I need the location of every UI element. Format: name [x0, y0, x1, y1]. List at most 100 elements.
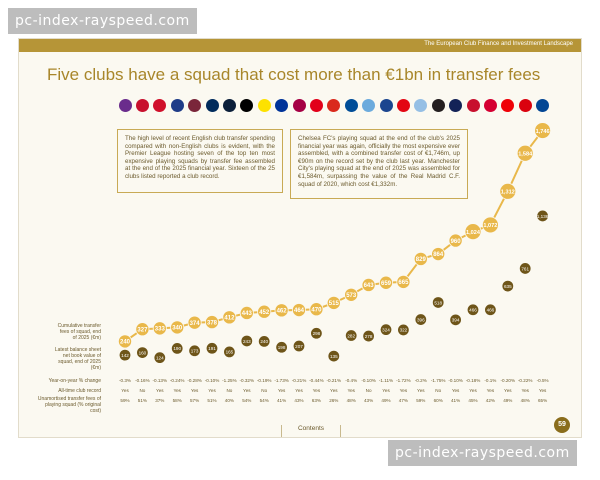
row-cell-yoy-change: -0.3%: [119, 378, 131, 383]
row-cell-all-time-record: No: [261, 388, 267, 393]
row-label-record: All-time club record: [58, 388, 101, 394]
data-label-cumulative: 643: [364, 283, 375, 289]
row-cell-yoy-change: -0.32%: [240, 378, 255, 383]
header-title: The European Club Finance and Investment…: [424, 41, 573, 47]
row-cell-yoy-change: -0.5%: [537, 378, 549, 383]
point-cumulative: [135, 322, 150, 337]
data-label-cumulative: 412: [224, 316, 235, 322]
club-badge-icon: [222, 99, 236, 112]
row-cell-all-time-record: No: [226, 388, 232, 393]
data-label-book-value: 165: [226, 350, 234, 355]
data-label-cumulative: 470: [311, 307, 322, 313]
club-badge-icon: [414, 99, 428, 112]
club-badge-icon: [292, 99, 306, 112]
point-cumulative: [464, 223, 482, 241]
point-book-value: [415, 314, 427, 325]
point-book-value: [276, 341, 287, 353]
data-label-cumulative: 1,024: [466, 230, 481, 236]
row-cell-all-time-record: Yes: [417, 388, 425, 393]
data-label-book-value: 190: [173, 346, 181, 351]
row-cell-yoy-change: -0.2%: [415, 378, 427, 383]
data-label-cumulative: 333: [155, 327, 166, 333]
row-cell-all-time-record: Yes: [539, 388, 547, 393]
row-cell-yoy-change: -0.44%: [309, 378, 324, 383]
point-cumulative: [431, 247, 446, 262]
data-label-cumulative: 573: [346, 293, 357, 299]
row-cell-unamortised-pct: 51%: [207, 398, 216, 403]
row-cell-all-time-record: Yes: [487, 388, 495, 393]
data-label-cumulative: 240: [120, 340, 131, 346]
row-cell-all-time-record: Yes: [330, 388, 338, 393]
club-badge-icon: [483, 99, 497, 112]
point-book-value: [485, 304, 496, 316]
point-book-value: [380, 324, 392, 336]
point-book-value: [189, 345, 201, 357]
row-cell-yoy-change: -0.10%: [205, 378, 220, 383]
point-book-value: [363, 330, 374, 342]
point-book-value: [258, 336, 270, 347]
row-cell-all-time-record: Yes: [469, 388, 477, 393]
point-book-value: [345, 330, 357, 341]
data-label-book-value: 243: [243, 339, 251, 344]
row-cell-unamortised-pct: 48%: [521, 398, 530, 403]
data-label-cumulative: 659: [381, 281, 392, 287]
note-right: Chelsea FC's playing squad at the end of…: [290, 129, 468, 199]
data-label-cumulative: 1,312: [501, 190, 515, 196]
point-cumulative: [396, 274, 411, 289]
point-cumulative: [481, 216, 499, 234]
club-badge-icon: [501, 99, 515, 112]
row-cell-unamortised-pct: 41%: [451, 398, 460, 403]
row-cell-unamortised-pct: 43%: [364, 398, 373, 403]
point-cumulative: [204, 315, 219, 330]
row-cell-all-time-record: Yes: [191, 388, 199, 393]
row-cell-yoy-change: -1.72%: [396, 378, 411, 383]
row-label-book-value: Latest balance sheet net book value of squ…: [55, 347, 102, 371]
row-cell-all-time-record: Yes: [400, 388, 408, 393]
data-label-cumulative: 665: [398, 280, 409, 286]
row-cell-yoy-change: -0.16%: [135, 378, 150, 383]
club-badge-icon: [257, 99, 271, 112]
club-badge-icon: [309, 99, 323, 112]
point-book-value: [171, 343, 183, 354]
row-cell-unamortised-pct: 41%: [277, 398, 286, 403]
row-cell-yoy-change: -0.24%: [170, 378, 185, 383]
data-label-book-value: 191: [208, 346, 216, 351]
row-cell-yoy-change: -0.22%: [518, 378, 533, 383]
data-label-book-value: 1,136: [537, 214, 549, 219]
row-cell-all-time-record: No: [366, 388, 372, 393]
row-cell-all-time-record: Yes: [156, 388, 164, 393]
point-book-value: [119, 349, 131, 361]
row-cell-all-time-record: Yes: [382, 388, 390, 393]
page-title: Five clubs have a squad that cost more t…: [47, 65, 541, 84]
data-label-book-value: 298: [313, 331, 321, 336]
row-cell-all-time-record: No: [435, 388, 441, 393]
point-book-value: [293, 340, 305, 352]
club-badge-icon: [466, 99, 480, 112]
row-cell-unamortised-pct: 48%: [347, 398, 356, 403]
point-cumulative: [257, 304, 272, 319]
data-label-book-value: 324: [382, 327, 390, 332]
club-badge-icon: [275, 99, 289, 112]
point-book-value: [450, 314, 461, 326]
point-book-value: [519, 263, 531, 274]
data-label-cumulative: 1,072: [483, 223, 497, 229]
point-book-value: [311, 327, 322, 339]
data-label-cumulative: 452: [259, 310, 270, 316]
data-label-book-value: 135: [330, 354, 338, 359]
data-label-cumulative: 960: [451, 239, 462, 245]
point-book-value: [502, 280, 514, 292]
row-cell-all-time-record: Yes: [295, 388, 303, 393]
point-cumulative: [118, 334, 133, 349]
data-label-cumulative: 374: [190, 321, 201, 327]
point-book-value: [432, 297, 444, 308]
data-label-book-value: 240: [260, 339, 268, 344]
row-cell-unamortised-pct: 59%: [120, 398, 129, 403]
point-cumulative: [378, 275, 393, 290]
watermark-bottom: pc-index-rayspeed.com: [388, 440, 577, 466]
header-bar: The European Club Finance and Investment…: [19, 39, 581, 52]
club-badge-icon: [396, 99, 410, 112]
row-cell-yoy-change: -1.25%: [222, 378, 237, 383]
contents-link[interactable]: Contents: [281, 425, 341, 437]
data-label-book-value: 466: [469, 308, 477, 313]
point-cumulative: [291, 303, 306, 318]
